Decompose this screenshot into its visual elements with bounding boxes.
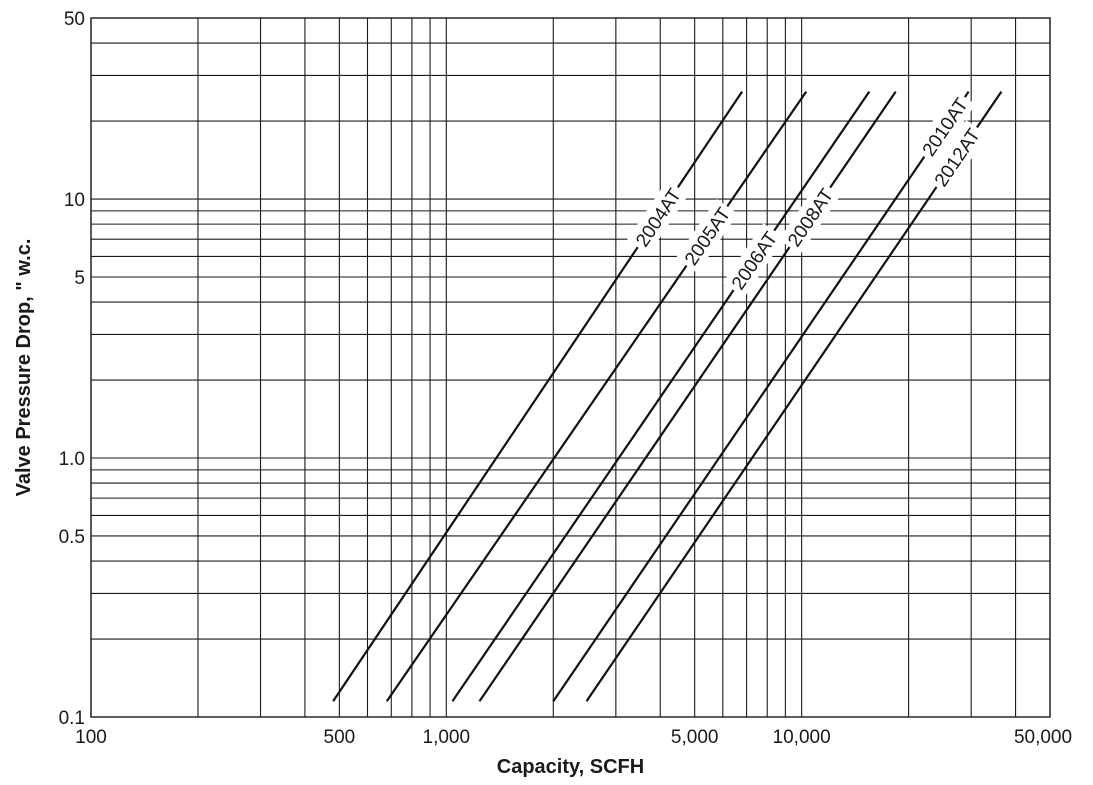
series-line-2012at <box>585 90 1003 702</box>
x-tick-labels: 100 500 1,000 5,000 10,000 50,000 <box>75 727 1072 748</box>
series-line-2005at <box>385 90 808 702</box>
series-label-group-2005at: 2005AT <box>675 198 739 274</box>
y-axis-title: Valve Pressure Drop, " w.c. <box>13 239 35 497</box>
y-tick-label: 5 <box>74 268 85 289</box>
series-line-2006at <box>451 90 871 702</box>
series-line-2004at <box>332 90 744 702</box>
series-label-group-2006at: 2006AT <box>722 223 785 298</box>
y-tick-labels: 0.1 0.5 1.0 5 10 50 <box>59 9 85 729</box>
series-label-background <box>626 180 689 255</box>
series-label-background <box>722 223 785 298</box>
y-tick-label: 1.0 <box>59 449 85 470</box>
series-line-2010at <box>552 90 970 702</box>
series-label-background <box>675 198 739 274</box>
y-tick-label: 0.5 <box>59 527 85 548</box>
x-tick-label: 10,000 <box>773 727 831 748</box>
series-label-background <box>925 120 988 195</box>
x-tick-label: 500 <box>324 727 356 748</box>
plot-frame <box>90 17 1051 718</box>
series-label-group-2008at: 2008AT <box>778 180 841 255</box>
series-label-group-2004at: 2004AT <box>626 180 689 255</box>
x-axis-title: Capacity, SCFH <box>497 756 644 778</box>
y-tick-label: 50 <box>64 9 85 30</box>
y-tick-label: 10 <box>64 190 85 211</box>
x-gridlines <box>90 18 1051 717</box>
x-tick-label: 50,000 <box>1014 727 1072 748</box>
x-tick-label: 100 <box>75 727 107 748</box>
x-tick-label: 5,000 <box>671 727 719 748</box>
y-gridlines <box>91 17 1050 718</box>
series-label-background <box>913 89 976 164</box>
x-tick-label: 1,000 <box>423 727 471 748</box>
series-line-2008at <box>478 90 897 702</box>
series-label-background <box>778 180 841 255</box>
y-tick-label: 0.1 <box>59 708 85 729</box>
